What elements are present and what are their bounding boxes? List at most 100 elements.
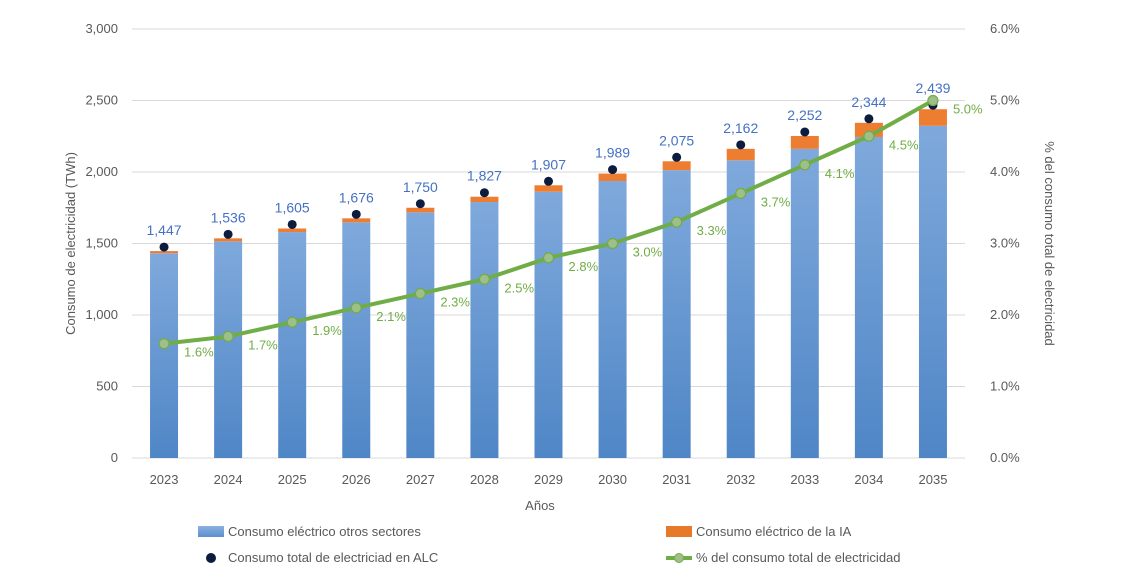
bar-otros-sectores-2028 <box>470 202 499 458</box>
y-tick-label: 500 <box>96 379 118 394</box>
total-label-2025: 1,605 <box>275 199 310 215</box>
percent-marker-2026 <box>350 302 362 314</box>
y2-tick-label: 6.0% <box>990 21 1020 36</box>
bars <box>150 109 947 459</box>
x-tick-label: 2027 <box>406 472 435 487</box>
legend-swatch-line <box>666 552 692 564</box>
total-label-2033: 2,252 <box>787 107 822 123</box>
bar-otros-sectores-2035 <box>918 125 947 458</box>
total-marker-2031 <box>672 152 682 162</box>
x-tick-label: 2033 <box>790 472 819 487</box>
total-marker-2023 <box>159 242 169 252</box>
total-label-2024: 1,536 <box>211 209 246 225</box>
total-marker-2025 <box>287 219 297 229</box>
bar-ia-2023 <box>150 251 179 254</box>
total-label-2023: 1,447 <box>147 222 182 238</box>
bar-otros-sectores-2029 <box>534 191 563 458</box>
total-marker-2033 <box>800 127 810 137</box>
legend-item-total: Consumo total de electriciad en ALC <box>198 550 438 565</box>
percent-label-2027: 2.3% <box>440 295 470 310</box>
total-label-2035: 2,439 <box>915 80 950 96</box>
percent-label-2034: 4.5% <box>889 137 919 152</box>
y-tick-label: 1,000 <box>85 307 118 322</box>
total-marker-2034 <box>864 114 874 124</box>
legend-item-otros-sectores: Consumo eléctrico otros sectores <box>198 524 421 539</box>
percent-marker-2027 <box>414 287 426 300</box>
x-tick-label: 2023 <box>150 472 179 487</box>
total-label-2031: 2,075 <box>659 132 694 148</box>
bar-otros-sectores-2034 <box>854 136 883 458</box>
y2-tick-label: 5.0% <box>990 93 1020 108</box>
bar-otros-sectores-2025 <box>278 232 307 458</box>
bar-otros-sectores-2032 <box>726 160 755 459</box>
legend-swatch-orange <box>666 526 692 537</box>
total-marker-2026 <box>351 209 361 219</box>
legend-swatch-dot <box>198 552 224 564</box>
x-tick-label: 2035 <box>919 472 948 487</box>
data-labels: 1,447 1.6% 1,536 1.7% 1,605 1.9% 1,676 2.1% 1,75… <box>147 80 984 359</box>
y-tick-label: 3,000 <box>85 21 118 36</box>
percent-label-2030: 3.0% <box>633 245 663 260</box>
total-label-2026: 1,676 <box>339 189 374 205</box>
total-marker-2028 <box>479 188 489 198</box>
total-marker-2027 <box>415 199 425 209</box>
percent-marker-2032 <box>735 187 747 200</box>
percent-marker-2033 <box>799 159 811 171</box>
x-tick-label: 2024 <box>214 472 243 487</box>
total-marker-2032 <box>736 140 746 150</box>
x-tick-label: 2029 <box>534 472 563 487</box>
percent-marker-2023 <box>158 338 170 350</box>
y2-tick-label: 1.0% <box>990 379 1020 394</box>
y-tick-label: 0 <box>111 450 118 465</box>
total-marker-2029 <box>544 176 553 186</box>
total-label-2032: 2,162 <box>723 120 758 136</box>
bar-ia-2025 <box>278 228 307 233</box>
percent-marker-2031 <box>671 216 683 228</box>
bar-ia-2024 <box>214 238 243 242</box>
bar-ia-2032 <box>726 148 755 161</box>
percent-label-2033: 4.1% <box>825 166 855 181</box>
legend-label: Consumo eléctrico de la IA <box>696 524 852 539</box>
total-label-2027: 1,750 <box>403 179 438 195</box>
bar-ia-2028 <box>470 196 499 203</box>
legend-label: Consumo eléctrico otros sectores <box>228 524 421 539</box>
total-label-2030: 1,989 <box>595 145 630 161</box>
percent-label-2032: 3.7% <box>761 194 791 209</box>
y2-axis-title: % del consumo total de electricidad <box>1042 141 1057 346</box>
legend: Consumo eléctrico otros sectores Consumo… <box>0 518 1140 570</box>
bar-otros-sectores-2024 <box>214 241 243 458</box>
percent-label-2035: 5.0% <box>953 102 983 117</box>
bar-ia-2029 <box>534 185 563 192</box>
bar-otros-sectores-2023 <box>150 253 179 458</box>
legend-item-ia: Consumo eléctrico de la IA <box>666 524 851 539</box>
bar-otros-sectores-2030 <box>598 181 627 458</box>
x-tick-label: 2031 <box>662 472 691 487</box>
y-tick-label: 2,000 <box>85 164 118 179</box>
legend-swatch-blue <box>198 526 224 537</box>
axes: 0 500 1,000 1,500 2,000 2,500 3,000 0.0% 1.0% 2.0… <box>63 21 1057 513</box>
bar-ia-2035 <box>918 109 947 126</box>
total-label-2034: 2,344 <box>851 94 886 110</box>
percent-label-2031: 3.3% <box>697 223 727 238</box>
x-tick-label: 2032 <box>726 472 755 487</box>
bar-ia-2030 <box>598 173 627 182</box>
bar-otros-sectores-2027 <box>406 212 435 458</box>
bar-otros-sectores-2033 <box>790 148 819 459</box>
legend-item-percent: % del consumo total de electricidad <box>666 550 901 565</box>
percent-label-2028: 2.5% <box>504 280 534 295</box>
x-tick-label: 2028 <box>470 472 499 487</box>
percent-marker-2034 <box>863 130 875 142</box>
percent-marker-2035 <box>927 94 939 107</box>
bar-ia-2033 <box>790 135 819 149</box>
y-axis-title: Consumo de electricidad (TWh) <box>63 152 78 335</box>
y2-tick-label: 2.0% <box>990 307 1020 322</box>
x-axis-title: Años <box>525 498 555 513</box>
chart: 1,447 1.6% 1,536 1.7% 1,605 1.9% 1,676 2.1% 1,75… <box>63 21 1057 513</box>
bar-ia-2026 <box>342 218 371 223</box>
x-tick-label: 2030 <box>598 472 627 487</box>
bar-otros-sectores-2031 <box>662 170 691 459</box>
percent-label-2023: 1.6% <box>184 345 214 360</box>
percent-marker-2029 <box>542 252 555 264</box>
percent-label-2026: 2.1% <box>376 309 406 324</box>
x-tick-label: 2025 <box>278 472 307 487</box>
